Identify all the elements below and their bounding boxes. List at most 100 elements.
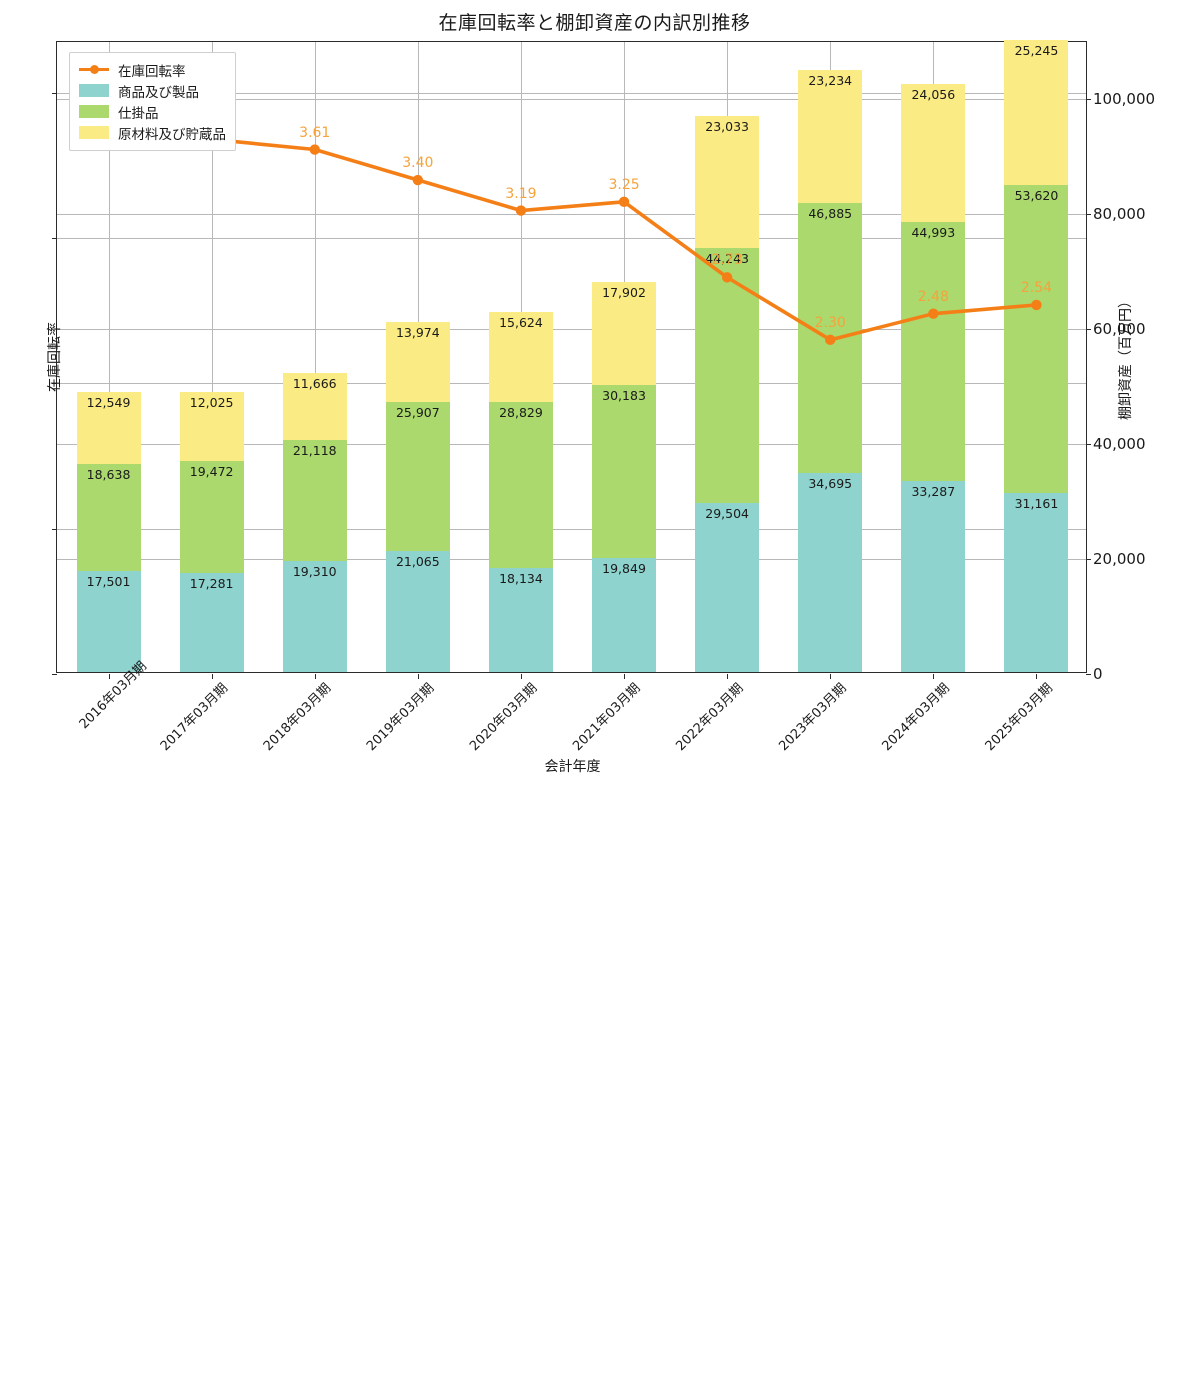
chart-legend: 在庫回転率 商品及び製品仕掛品原材料及び貯蔵品 [69, 52, 236, 151]
bar-segment[interactable]: 18,134 [488, 567, 553, 672]
line-value-label: 2.54 [1020, 279, 1053, 296]
legend-item[interactable]: 仕掛品 [79, 101, 226, 122]
gridline-vertical [314, 42, 316, 672]
line-marker[interactable] [618, 196, 630, 208]
gridline [57, 383, 1086, 385]
bar-group[interactable]: 17,501 18,638 12,549 [76, 392, 141, 672]
bar-value-label: 13,974 [395, 324, 440, 340]
y-axis-right-tick-label: 40,000 [1093, 435, 1146, 454]
line-value-label: 3.19 [505, 185, 537, 202]
bar-segment[interactable]: 19,472 [179, 460, 244, 573]
x-axis-title: 会計年度 [544, 759, 601, 775]
bar-segment[interactable]: 25,907 [385, 402, 450, 551]
x-axis-tick-label: 2016年03月期 [76, 658, 150, 733]
line-marker[interactable] [515, 205, 527, 216]
bar-segment[interactable]: 17,281 [179, 572, 244, 672]
legend-swatch-icon [79, 105, 109, 118]
x-axis-tick [211, 674, 213, 679]
bar-value-label: 31,161 [1014, 495, 1059, 511]
bar-group[interactable]: 31,161 53,620 25,245 [1004, 39, 1069, 672]
bar-segment[interactable]: 34,695 [798, 472, 863, 672]
bar-segment[interactable]: 23,033 [695, 115, 760, 249]
bar-segment[interactable]: 29,504 [695, 502, 760, 672]
bar-value-label: 19,472 [189, 463, 234, 479]
line-path [106, 118, 1039, 342]
bar-segment[interactable]: 21,065 [385, 550, 450, 672]
bar-value-label: 28,829 [499, 405, 543, 421]
bar-segment[interactable]: 13,974 [385, 321, 450, 403]
bar-segment[interactable]: 17,501 [76, 571, 141, 672]
bar-group[interactable]: 19,849 30,183 17,902 [592, 281, 656, 672]
gridline [57, 329, 1086, 331]
bar-segment[interactable]: 33,287 [901, 480, 966, 672]
bar-segment[interactable]: 25,245 [1004, 39, 1069, 185]
plot-area: 17,501 18,638 12,549 17,281 19,472 12,025 19,3… [47, 39, 1155, 775]
bar-segment[interactable]: 31,161 [1004, 492, 1069, 672]
y-axis-right-tick-label: 20,000 [1093, 550, 1146, 569]
bar-segment[interactable]: 11,666 [282, 372, 347, 440]
x-axis-tick-label: 2018年03月期 [260, 680, 335, 755]
y-axis-left-tick [52, 383, 57, 385]
line-value-label: 3.25 [608, 176, 640, 193]
line-marker[interactable] [825, 334, 836, 346]
bar-segment[interactable]: 18,638 [76, 464, 141, 572]
bar-value-label: 24,056 [911, 87, 956, 103]
bar-segment[interactable]: 28,829 [488, 402, 553, 568]
bar-group[interactable]: 34,695 46,885 23,234 [798, 69, 863, 672]
bar-group[interactable]: 33,287 44,993 24,056 [901, 84, 966, 672]
x-axis-tick-label: 2021年03月期 [570, 680, 644, 755]
bar-segment[interactable]: 12,549 [76, 392, 141, 465]
bar-segment[interactable]: 21,118 [282, 439, 347, 562]
line-marker[interactable] [1031, 299, 1042, 311]
line-value-label: 2.48 [917, 288, 949, 305]
bar-group[interactable]: 17,281 19,472 12,025 [179, 391, 244, 672]
bar-value-label: 34,695 [808, 475, 853, 491]
legend-swatch-icon [79, 126, 109, 139]
legend-item-label: 原材料及び貯蔵品 [118, 126, 226, 143]
bar-group[interactable]: 18,134 28,829 15,624 [488, 312, 553, 672]
legend-item[interactable]: 商品及び製品 [79, 80, 226, 101]
bar-segment[interactable]: 30,183 [592, 384, 656, 558]
line-value-label: 2.73 [711, 252, 743, 269]
x-axis-tick [933, 674, 935, 679]
line-value-label: 3.40 [402, 155, 434, 172]
bar-segment[interactable]: 12,025 [179, 391, 244, 461]
y-axis-right-tick-label: 0 [1093, 665, 1103, 683]
line-value-label: 3.61 [299, 124, 331, 141]
bar-segment[interactable]: 44,993 [901, 222, 966, 481]
bar-segment[interactable]: 53,620 [1004, 184, 1069, 493]
line-marker[interactable] [309, 144, 320, 155]
y-axis-right-tick [1086, 329, 1091, 331]
gridline [57, 528, 1086, 530]
bar-segment[interactable]: 19,310 [282, 561, 347, 672]
bar-group[interactable]: 19,310 21,118 11,666 [282, 372, 347, 672]
legend-swatch-icon [79, 84, 109, 97]
legend-item[interactable]: 原材料及び貯蔵品 [79, 122, 226, 143]
bar-value-label: 11,666 [292, 375, 337, 391]
x-axis-tick [417, 674, 419, 679]
x-axis-tick [624, 674, 626, 679]
x-axis-tick [1036, 674, 1038, 679]
bar-segment[interactable]: 15,624 [488, 312, 553, 403]
bar-group[interactable]: 29,504 44,243 23,033 [695, 115, 760, 672]
bar-value-label: 21,118 [292, 442, 337, 458]
legend-item[interactable]: 在庫回転率 [79, 59, 226, 80]
bar-segment[interactable]: 23,234 [798, 69, 863, 204]
bar-group[interactable]: 21,065 25,907 13,974 [385, 321, 450, 672]
bar-segment[interactable]: 24,056 [901, 84, 966, 223]
bar-value-label: 17,281 [189, 575, 234, 591]
bar-value-label: 17,902 [602, 284, 646, 300]
bar-segment[interactable]: 19,849 [592, 557, 656, 672]
line-marker[interactable] [721, 272, 733, 283]
x-axis-tick [314, 674, 316, 679]
bar-value-label: 46,885 [808, 206, 853, 222]
y-axis-right-tick-label: 100,000 [1093, 90, 1156, 109]
y-axis-right-tick [1086, 214, 1091, 216]
line-marker[interactable] [928, 308, 939, 319]
legend-item-label: 仕掛品 [118, 105, 159, 122]
bar-value-label: 19,849 [602, 560, 646, 576]
x-axis-tick-label: 2020年03月期 [467, 680, 541, 755]
line-marker[interactable] [412, 174, 424, 186]
gridline-vertical [211, 42, 213, 672]
bar-segment[interactable]: 17,902 [592, 281, 656, 385]
